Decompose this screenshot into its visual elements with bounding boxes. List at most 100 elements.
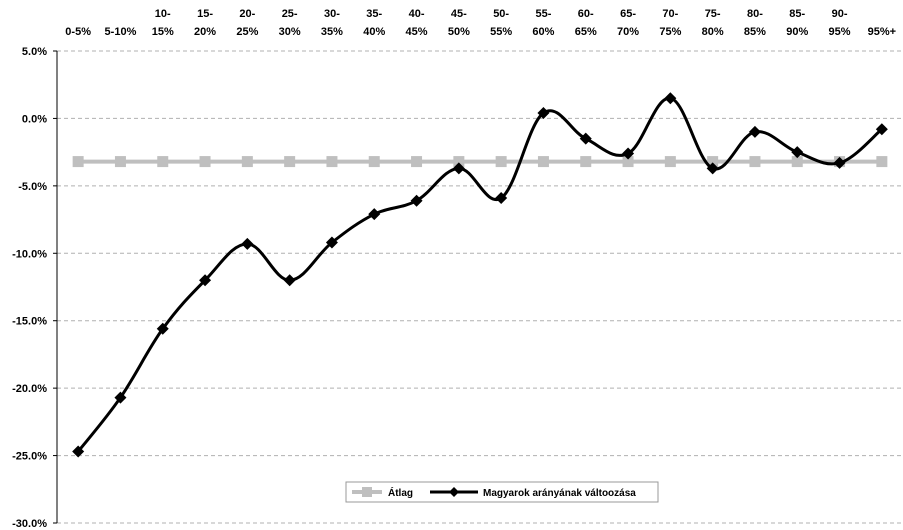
x-tick-label-line: 85- <box>789 8 805 20</box>
x-tick-label-line: 20% <box>194 26 216 38</box>
x-tick-label: 90- 95% <box>829 8 851 38</box>
x-tick-label: 85- 90% <box>786 8 808 38</box>
x-tick-label: 5-10% <box>105 26 137 38</box>
x-tick-label-line: 25% <box>236 26 258 38</box>
data-point-atlag <box>284 156 296 168</box>
data-point-atlag <box>876 156 888 168</box>
x-tick-label: 70- 75% <box>659 8 681 38</box>
data-point-magyarok <box>156 322 169 335</box>
data-point-magyarok <box>875 123 888 136</box>
x-tick-label-line: 15- <box>197 8 213 20</box>
x-tick-label-line: 60- <box>578 8 594 20</box>
y-tick-labels: 5.0% 0.0% -5.0% -10.0% -15.0% -20.0% -25.0% -30… <box>12 46 47 530</box>
x-tick-label-line: 25- <box>282 8 298 20</box>
y-tick-label: 5.0% <box>22 46 47 58</box>
data-point-atlag <box>157 156 169 168</box>
x-tick-label-line: 45- <box>451 8 467 20</box>
data-point-atlag <box>707 156 719 168</box>
series-line-magyarok <box>76 96 883 453</box>
data-point-magyarok <box>791 146 804 159</box>
data-point-atlag <box>368 156 380 168</box>
x-tick-label-line: 30- <box>324 8 340 20</box>
data-point-magyarok <box>495 191 508 204</box>
legend-marker-atlag <box>362 487 372 497</box>
data-point-magyarok <box>72 445 85 458</box>
x-tick-label: 0-5% <box>65 26 91 38</box>
x-tick-label-line: 50- <box>493 8 509 20</box>
data-point-magyarok <box>537 107 550 120</box>
x-tick-label-line: 60% <box>532 26 554 38</box>
x-tick-label: 45- 50% <box>448 8 470 38</box>
x-tick-label-line: 45% <box>406 26 428 38</box>
y-tick-label: -5.0% <box>18 181 47 193</box>
x-tick-label: 95%+ <box>868 26 896 38</box>
data-point-magyarok <box>410 194 423 207</box>
data-point-magyarok <box>833 156 846 169</box>
data-point-atlag <box>241 156 253 168</box>
x-tick-label: 65- 70% <box>617 8 639 38</box>
x-tick-label: 60- 65% <box>575 8 597 38</box>
y-tick-label: -20.0% <box>12 383 47 395</box>
x-tick-label-line: 65- <box>620 8 636 20</box>
x-tick-label-line: 35- <box>366 8 382 20</box>
x-tick-label-line: 5-10% <box>105 26 137 38</box>
legend: Átlag Magyarok arányának váltoozása <box>345 481 659 503</box>
data-point-magyarok <box>452 162 465 175</box>
data-point-atlag <box>199 156 211 168</box>
data-point-atlag <box>453 156 465 168</box>
x-tick-label-line: 55- <box>535 8 551 20</box>
x-tick-label-line: 70% <box>617 26 639 38</box>
data-point-magyarok <box>368 208 381 221</box>
data-point-magyarok <box>706 162 719 175</box>
data-point-atlag <box>72 156 84 168</box>
x-tick-label: 40- 45% <box>406 8 428 38</box>
data-point-magyarok <box>241 237 254 250</box>
data-point-magyarok <box>283 274 296 287</box>
x-tick-label: 15- 20% <box>194 8 216 38</box>
data-point-atlag <box>791 156 803 168</box>
data-point-magyarok <box>325 236 338 249</box>
legend-label-magyarok: Magyarok arányának váltoozása <box>483 488 636 499</box>
gridlines <box>53 50 903 524</box>
x-tick-labels: 0-5% 5-10%10-15%15-20%20-25%25-30%30-35%3… <box>65 8 896 38</box>
x-tick-label-line: 55% <box>490 26 512 38</box>
data-point-magyarok <box>199 274 212 287</box>
x-tick-label: 75- 80% <box>702 8 724 38</box>
x-tick-label-line: 40% <box>363 26 385 38</box>
x-tick-label: 35- 40% <box>363 8 385 38</box>
series-layer <box>72 92 888 458</box>
data-point-atlag <box>114 156 126 168</box>
data-point-atlag <box>664 156 676 168</box>
x-tick-label: 10- 15% <box>152 8 174 38</box>
data-point-magyarok <box>579 132 592 145</box>
y-tick-label: -25.0% <box>12 451 47 463</box>
x-tick-label-line: 80- <box>747 8 763 20</box>
x-tick-label-line: 90- <box>832 8 848 20</box>
data-point-atlag <box>580 156 592 168</box>
x-tick-label: 80- 85% <box>744 8 766 38</box>
data-point-atlag <box>326 156 338 168</box>
y-tick-label: 0.0% <box>22 113 47 125</box>
x-tick-label: 20- 25% <box>236 8 258 38</box>
x-tick-label: 30- 35% <box>321 8 343 38</box>
x-tick-label-line: 50% <box>448 26 470 38</box>
x-tick-label-line: 95% <box>829 26 851 38</box>
x-tick-label-line: 75- <box>705 8 721 20</box>
x-tick-label-line: 70- <box>662 8 678 20</box>
y-tick-label: -30.0% <box>12 518 47 530</box>
data-point-atlag <box>537 156 549 168</box>
x-tick-label-line: 65% <box>575 26 597 38</box>
x-tick-label: 55- 60% <box>532 8 554 38</box>
x-tick-label-line: 95%+ <box>868 26 896 38</box>
x-tick-label-line: 90% <box>786 26 808 38</box>
x-tick-label-line: 0-5% <box>65 26 91 38</box>
data-point-magyarok <box>664 92 677 105</box>
data-point-magyarok <box>114 391 127 404</box>
x-tick-label-line: 10- <box>155 8 171 20</box>
x-tick-label-line: 15% <box>152 26 174 38</box>
x-tick-label-line: 75% <box>659 26 681 38</box>
x-tick-label: 50- 55% <box>490 8 512 38</box>
data-point-magyarok <box>622 147 635 160</box>
x-tick-label-line: 20- <box>239 8 255 20</box>
